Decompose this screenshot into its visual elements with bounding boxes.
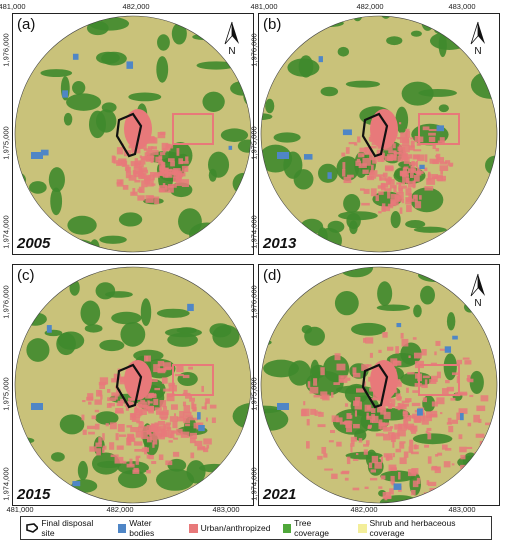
- panel-year: 2015: [17, 486, 51, 503]
- legend-item-shrub: Shrub and herbaceous coverage: [357, 518, 487, 538]
- x-tick-label: 483,000: [448, 2, 476, 11]
- north-label: N: [474, 46, 482, 57]
- map-panel-c: (c) 2015: [12, 264, 254, 506]
- land-cover-map: [15, 16, 251, 252]
- final-disposal-site: [115, 363, 143, 409]
- urban-swatch: [188, 523, 198, 533]
- map-image-a: [14, 15, 252, 253]
- x-tick-label: 481,000: [0, 2, 26, 11]
- legend-item-tree: Tree coverage: [282, 518, 346, 538]
- x-tick-label: 483,000: [448, 505, 476, 514]
- panel-label: (d): [263, 267, 282, 284]
- tree-swatch: [282, 523, 292, 533]
- x-tick-label: 481,000: [250, 2, 278, 11]
- legend-item-urban: Urban/anthropized: [188, 523, 271, 533]
- y-tick-label: 1,976,000: [249, 33, 259, 67]
- panel-year: 2005: [17, 235, 51, 252]
- north-label: N: [474, 298, 482, 309]
- final-disposal-site: [361, 363, 389, 409]
- panel-year: 2021: [263, 486, 297, 503]
- x-tick-label: 482,000: [122, 2, 150, 11]
- y-tick-label: 1,974,000: [249, 215, 259, 249]
- land-cover-map: [261, 267, 497, 503]
- y-tick-label: 1,974,000: [1, 215, 11, 249]
- final-disposal-site: [115, 112, 143, 158]
- y-tick-label: 1,976,000: [249, 285, 259, 319]
- x-tick-label: 482,000: [350, 505, 378, 514]
- y-tick-label: 1,975,000: [1, 377, 11, 411]
- legend-item-disposal: Final disposal site: [25, 518, 106, 538]
- y-tick-label: 1,976,000: [1, 33, 11, 67]
- panel-label: (a): [17, 16, 36, 33]
- y-tick-label: 1,975,000: [1, 126, 11, 160]
- panel-label: (b): [263, 16, 282, 33]
- legend: Final disposal site Water bodies Urban/a…: [20, 516, 492, 540]
- panel-year: 2013: [263, 235, 297, 252]
- legend-label: Urban/anthropized: [200, 523, 271, 533]
- y-tick-label: 1,975,000: [249, 377, 259, 411]
- panel-label: (c): [17, 267, 35, 284]
- shrub-swatch: [357, 523, 367, 533]
- x-tick-label: 481,000: [6, 505, 34, 514]
- x-tick-label: 483,000: [212, 505, 240, 514]
- north-arrow-icon: N: [465, 272, 491, 309]
- map-image-c: [14, 266, 252, 504]
- map-image-d: [260, 266, 498, 504]
- legend-label: Final disposal site: [41, 518, 94, 538]
- legend-label: Shrub and herbaceous coverage: [369, 518, 456, 538]
- land-cover-map: [15, 267, 251, 503]
- disposal-site-outline-icon: [26, 523, 39, 533]
- north-arrow-icon: N: [219, 20, 245, 57]
- land-cover-map: [261, 16, 497, 252]
- water-swatch: [117, 523, 127, 533]
- final-disposal-site: [361, 112, 389, 158]
- y-tick-label: 1,974,000: [249, 467, 259, 501]
- y-tick-label: 1,974,000: [1, 467, 11, 501]
- map-image-b: [260, 15, 498, 253]
- map-panel-d: (d) 2021: [258, 264, 500, 506]
- x-tick-label: 482,000: [356, 2, 384, 11]
- map-panel-b: (b) 2013: [258, 13, 500, 255]
- legend-item-water: Water bodies: [117, 518, 177, 538]
- legend-label: Water bodies: [129, 518, 155, 538]
- y-tick-label: 1,976,000: [1, 285, 11, 319]
- y-tick-label: 1,975,000: [249, 126, 259, 160]
- north-arrow-icon: N: [465, 20, 491, 57]
- legend-label: Tree coverage: [294, 518, 330, 538]
- north-label: N: [228, 46, 236, 57]
- map-panel-a: (a) 2005: [12, 13, 254, 255]
- x-tick-label: 482,000: [106, 505, 134, 514]
